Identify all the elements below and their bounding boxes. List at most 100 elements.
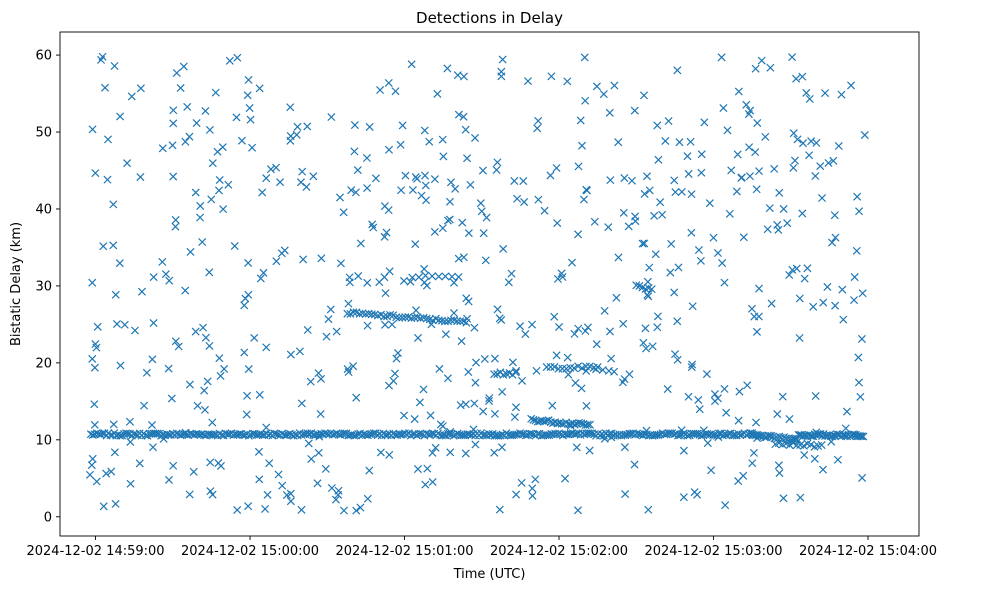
data-point <box>510 176 519 185</box>
data-point <box>809 302 818 311</box>
data-point <box>812 428 821 437</box>
data-point <box>557 419 566 428</box>
data-point <box>792 441 801 450</box>
data-point <box>471 378 480 387</box>
data-point <box>181 286 190 295</box>
data-point <box>309 172 318 181</box>
data-point <box>718 259 727 268</box>
data-point <box>443 64 452 73</box>
data-point <box>800 450 809 460</box>
data-point <box>298 167 307 176</box>
data-point <box>532 366 541 375</box>
data-point <box>420 171 429 180</box>
data-point <box>720 278 729 287</box>
data-point <box>454 110 463 119</box>
data-point <box>812 138 821 147</box>
data-point <box>205 341 214 350</box>
data-point <box>511 368 520 377</box>
data-point <box>356 239 365 248</box>
data-point <box>471 358 481 367</box>
data-point <box>459 112 468 121</box>
data-point <box>527 414 536 423</box>
data-point <box>654 155 663 164</box>
data-point <box>233 53 242 62</box>
data-point <box>463 154 472 163</box>
data-point <box>149 318 158 328</box>
data-point <box>286 497 295 506</box>
data-point <box>493 305 502 314</box>
data-point <box>667 239 676 248</box>
data-point <box>382 228 391 237</box>
data-point <box>687 363 696 372</box>
data-point <box>148 355 157 364</box>
data-point <box>728 431 737 440</box>
data-point <box>673 66 682 75</box>
data-point <box>795 294 804 303</box>
data-point <box>631 212 640 221</box>
data-point <box>321 464 330 473</box>
data-point <box>335 193 345 202</box>
data-point <box>380 320 390 329</box>
data-point <box>854 353 863 362</box>
data-point <box>398 121 407 130</box>
data-point <box>619 319 628 328</box>
data-point <box>542 416 551 425</box>
data-point <box>274 470 283 479</box>
data-point <box>773 220 782 229</box>
data-point <box>850 273 859 282</box>
data-point <box>422 314 431 323</box>
data-point <box>386 310 395 319</box>
data-point <box>317 254 326 263</box>
data-point <box>142 368 151 377</box>
data-point <box>413 465 422 474</box>
data-point <box>376 448 385 457</box>
data-point <box>570 329 579 338</box>
data-point <box>417 191 426 200</box>
data-point <box>399 276 409 285</box>
data-point <box>574 162 583 171</box>
data-point <box>203 377 212 386</box>
data-point <box>774 225 783 234</box>
data-point <box>191 188 200 197</box>
data-point <box>393 348 402 358</box>
data-point <box>510 413 519 422</box>
data-point <box>739 233 748 242</box>
data-point <box>109 200 118 209</box>
data-point <box>582 366 591 376</box>
data-point <box>854 378 863 387</box>
data-point <box>627 176 636 185</box>
data-point <box>624 222 633 231</box>
data-point <box>528 491 537 500</box>
data-point <box>610 367 619 376</box>
data-point <box>555 322 564 332</box>
data-point <box>439 152 448 161</box>
data-point <box>110 448 119 457</box>
data-point <box>714 433 723 442</box>
data-point <box>159 434 168 443</box>
data-point <box>707 466 716 475</box>
data-point <box>827 437 836 446</box>
data-point <box>343 365 352 374</box>
data-point <box>120 320 129 329</box>
data-point <box>828 238 837 247</box>
data-point <box>583 323 592 332</box>
data-point <box>400 411 409 420</box>
data-point <box>755 167 764 176</box>
data-point <box>303 122 312 131</box>
data-point <box>91 169 100 178</box>
data-point <box>428 429 437 438</box>
data-point <box>683 152 692 161</box>
data-point <box>644 292 653 301</box>
data-point <box>699 426 708 435</box>
data-point <box>255 84 264 93</box>
data-point <box>449 278 459 287</box>
data-point <box>112 319 122 329</box>
data-point <box>295 347 304 356</box>
data-point <box>200 386 209 395</box>
data-point <box>164 475 174 484</box>
data-point <box>350 147 359 156</box>
data-point <box>710 397 719 406</box>
data-point <box>181 428 190 437</box>
data-point <box>169 461 178 470</box>
data-point <box>365 122 374 131</box>
